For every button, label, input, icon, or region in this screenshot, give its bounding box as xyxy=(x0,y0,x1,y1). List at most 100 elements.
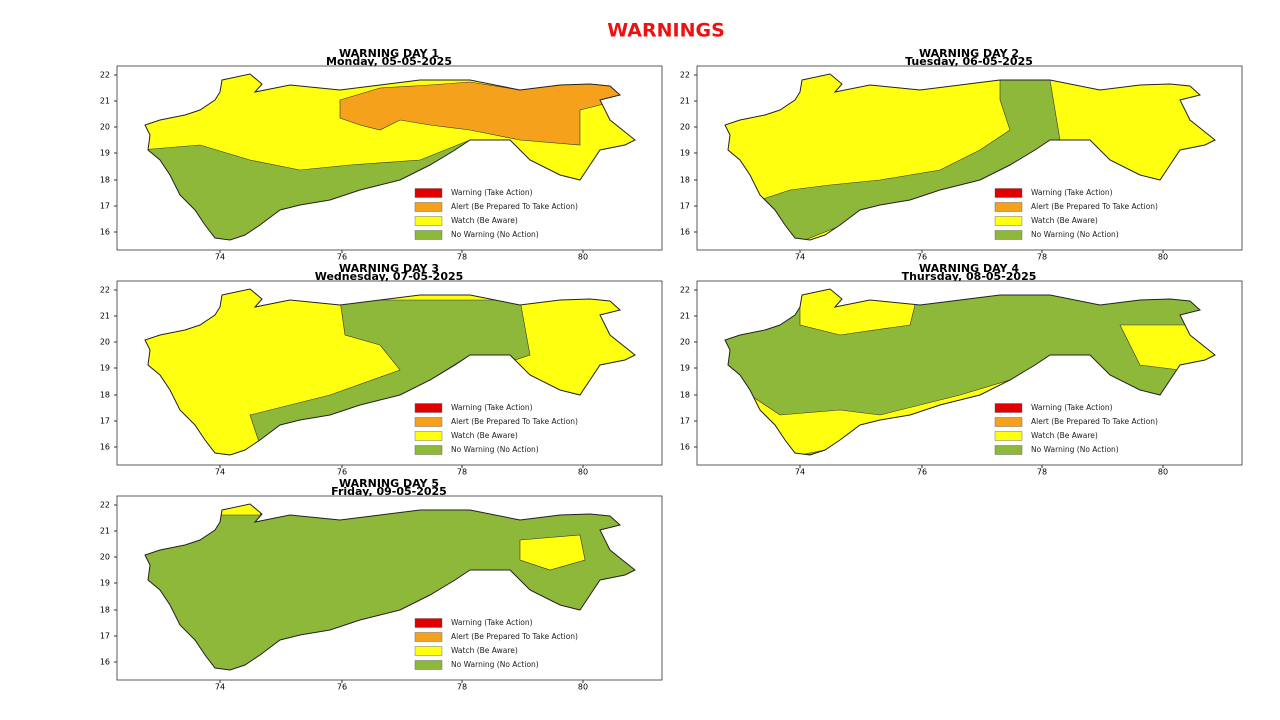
x-tick-label: 74 xyxy=(215,468,225,477)
x-tick-label: 80 xyxy=(578,468,588,477)
x-tick-label: 78 xyxy=(457,253,467,262)
legend-label: No Warning (No Action) xyxy=(1031,445,1119,454)
y-tick-label: 22 xyxy=(100,71,110,80)
panel-date: Wednesday, 07-05-2025 xyxy=(315,270,464,283)
legend-swatch xyxy=(414,445,443,455)
y-tick-label: 20 xyxy=(100,338,110,347)
x-tick-label: 74 xyxy=(795,253,805,262)
x-tick-label: 80 xyxy=(578,253,588,262)
x-tick-label: 78 xyxy=(1037,468,1047,477)
legend-label: Watch (Be Aware) xyxy=(1031,216,1098,225)
x-tick-label: 80 xyxy=(578,683,588,692)
state-outline xyxy=(144,73,636,241)
legend-label: Watch (Be Aware) xyxy=(451,646,518,655)
x-tick-label: 76 xyxy=(917,253,927,262)
legend-label: No Warning (No Action) xyxy=(451,230,539,239)
legend-swatch xyxy=(414,202,443,212)
legend-swatch xyxy=(414,230,443,240)
panel-date: Friday, 09-05-2025 xyxy=(331,485,447,498)
y-tick-label: 18 xyxy=(100,176,110,185)
legend-label: Warning (Take Action) xyxy=(1031,188,1113,197)
x-tick-label: 76 xyxy=(337,253,347,262)
y-tick-label: 17 xyxy=(100,632,110,641)
y-tick-label: 20 xyxy=(680,123,690,132)
x-tick-label: 74 xyxy=(795,468,805,477)
legend-label: Watch (Be Aware) xyxy=(451,431,518,440)
panel-date: Monday, 05-05-2025 xyxy=(326,55,452,68)
legend-label: Warning (Take Action) xyxy=(451,188,533,197)
y-tick-label: 16 xyxy=(680,228,690,237)
legend-swatch xyxy=(414,216,443,226)
panel-date: Thursday, 08-05-2025 xyxy=(902,270,1037,283)
state-outline xyxy=(144,503,636,671)
legend-label: No Warning (No Action) xyxy=(1031,230,1119,239)
y-tick-label: 22 xyxy=(680,286,690,295)
x-tick-label: 76 xyxy=(917,468,927,477)
legend-swatch xyxy=(994,202,1023,212)
legend-swatch xyxy=(994,417,1023,427)
panel-title: WARNING DAY 5 xyxy=(339,477,439,490)
y-tick-label: 20 xyxy=(100,553,110,562)
state-outline xyxy=(724,288,1216,456)
y-tick-label: 16 xyxy=(680,443,690,452)
y-tick-label: 21 xyxy=(100,527,110,536)
legend-swatch xyxy=(414,417,443,427)
y-tick-label: 21 xyxy=(100,97,110,106)
legend-label: Warning (Take Action) xyxy=(1031,403,1113,412)
y-tick-label: 18 xyxy=(680,391,690,400)
page-title: WARNINGS xyxy=(607,20,725,42)
panel-date: Tuesday, 06-05-2025 xyxy=(905,55,1033,68)
legend-label: Warning (Take Action) xyxy=(451,403,533,412)
y-tick-label: 16 xyxy=(100,228,110,237)
x-tick-label: 78 xyxy=(457,468,467,477)
legend-label: Alert (Be Prepared To Take Action) xyxy=(451,417,578,426)
panel-title: WARNING DAY 4 xyxy=(919,262,1019,275)
y-tick-label: 19 xyxy=(100,579,110,588)
legend-swatch xyxy=(994,188,1023,198)
y-tick-label: 19 xyxy=(680,149,690,158)
x-tick-label: 74 xyxy=(215,253,225,262)
state-outline xyxy=(724,73,1216,241)
region xyxy=(519,534,586,571)
x-tick-label: 76 xyxy=(337,683,347,692)
y-tick-label: 16 xyxy=(100,443,110,452)
y-tick-label: 21 xyxy=(100,312,110,321)
legend-label: Alert (Be Prepared To Take Action) xyxy=(451,202,578,211)
legend-label: No Warning (No Action) xyxy=(451,660,539,669)
legend-swatch xyxy=(994,431,1023,441)
y-tick-label: 17 xyxy=(100,202,110,211)
y-tick-label: 19 xyxy=(100,364,110,373)
legend-swatch xyxy=(994,403,1023,413)
x-tick-label: 76 xyxy=(337,468,347,477)
legend-swatch xyxy=(414,618,443,628)
y-tick-label: 17 xyxy=(680,417,690,426)
legend-label: Alert (Be Prepared To Take Action) xyxy=(451,632,578,641)
legend-label: Alert (Be Prepared To Take Action) xyxy=(1031,417,1158,426)
legend-swatch xyxy=(414,431,443,441)
y-tick-label: 22 xyxy=(100,501,110,510)
y-tick-label: 18 xyxy=(100,606,110,615)
panel-title: WARNING DAY 1 xyxy=(339,47,439,60)
legend-swatch xyxy=(994,216,1023,226)
y-tick-label: 17 xyxy=(100,417,110,426)
state-outline xyxy=(144,288,636,456)
y-tick-label: 19 xyxy=(100,149,110,158)
state-map xyxy=(145,74,635,240)
legend-label: Watch (Be Aware) xyxy=(451,216,518,225)
legend-swatch xyxy=(994,445,1023,455)
legend-swatch xyxy=(994,230,1023,240)
y-tick-label: 20 xyxy=(680,338,690,347)
legend-label: Alert (Be Prepared To Take Action) xyxy=(1031,202,1158,211)
region xyxy=(339,79,621,146)
y-tick-label: 22 xyxy=(680,71,690,80)
x-tick-label: 78 xyxy=(1037,253,1047,262)
x-tick-label: 80 xyxy=(1158,253,1168,262)
y-tick-label: 21 xyxy=(680,312,690,321)
panel-title: WARNING DAY 3 xyxy=(339,262,439,275)
